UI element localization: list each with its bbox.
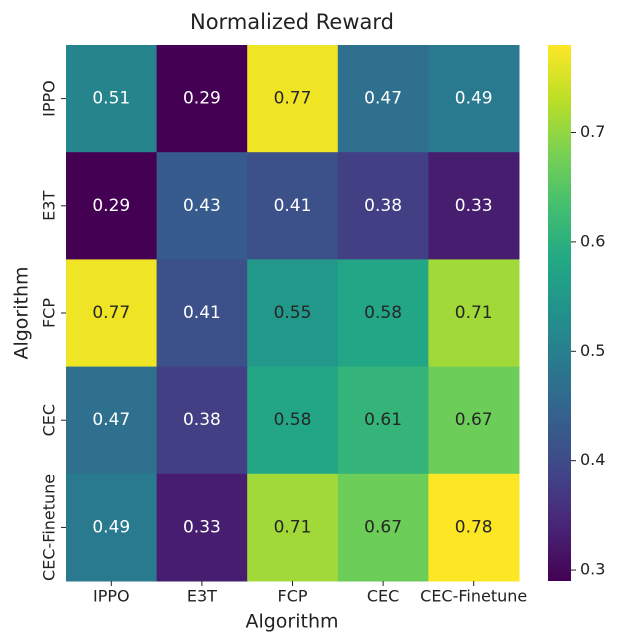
colorbar-tick-label: 0.3 <box>580 560 605 579</box>
chart-title: Normalized Reward <box>190 10 394 34</box>
heatmap-cell <box>337 259 429 368</box>
colorbar-tick-label: 0.5 <box>580 341 605 360</box>
colorbar <box>548 45 571 581</box>
x-tick-label: CEC <box>367 587 399 606</box>
y-tick-label: CEC-Finetune <box>40 474 59 581</box>
cell-value-label: 0.71 <box>455 303 493 323</box>
y-axis-label: Algorithm <box>11 266 33 359</box>
x-tick-label: E3T <box>187 587 217 606</box>
cell-value-label: 0.77 <box>274 89 312 109</box>
heatmap-cell <box>66 366 158 475</box>
heatmap-cell <box>428 366 520 475</box>
y-tick-label: E3T <box>40 191 59 221</box>
cell-value-label: 0.41 <box>183 303 221 323</box>
cell-value-label: 0.61 <box>364 410 402 430</box>
colorbar-tick-label: 0.7 <box>580 122 605 141</box>
heatmap-cell <box>428 473 520 582</box>
x-axis-label: Algorithm <box>245 611 338 633</box>
heatmap-cell <box>337 366 429 475</box>
cell-value-label: 0.58 <box>274 410 312 430</box>
cell-value-label: 0.55 <box>274 303 312 323</box>
cell-value-label: 0.47 <box>92 410 130 430</box>
heatmap-cell <box>156 366 248 475</box>
heatmap-cell <box>337 473 429 582</box>
cell-value-label: 0.49 <box>455 89 493 109</box>
heatmap-cell <box>66 45 158 153</box>
cell-value-label: 0.67 <box>364 517 402 537</box>
heatmap-cell <box>428 152 520 260</box>
cell-value-label: 0.49 <box>92 517 130 537</box>
cell-value-label: 0.29 <box>183 89 221 109</box>
heatmap-cell <box>428 45 520 153</box>
cell-value-label: 0.33 <box>455 196 493 216</box>
heatmap-cell <box>66 152 158 260</box>
heatmap-cell <box>156 473 248 582</box>
x-tick-label: CEC-Finetune <box>420 587 527 606</box>
cell-value-label: 0.38 <box>183 410 221 430</box>
heatmap-cell <box>247 45 339 153</box>
heatmap-cell <box>247 473 339 582</box>
cell-value-label: 0.41 <box>274 196 312 216</box>
cell-value-label: 0.77 <box>92 303 130 323</box>
heatmap-cell <box>337 45 429 153</box>
heatmap-cell <box>156 259 248 368</box>
y-tick-label: IPPO <box>40 80 59 117</box>
heatmap-cell <box>428 259 520 368</box>
cell-value-label: 0.67 <box>455 410 493 430</box>
cell-value-label: 0.43 <box>183 196 221 216</box>
x-tick-label: FCP <box>277 587 307 606</box>
heatmap-cell <box>156 152 248 260</box>
cell-value-label: 0.71 <box>274 517 312 537</box>
cell-value-label: 0.47 <box>364 89 402 109</box>
heatmap-cell <box>247 152 339 260</box>
heatmap-cell <box>156 45 248 153</box>
heatmap-cell <box>247 366 339 475</box>
x-tick-label: IPPO <box>93 587 130 606</box>
y-tick-label: CEC <box>40 404 59 436</box>
cell-value-label: 0.38 <box>364 196 402 216</box>
cell-value-label: 0.58 <box>364 303 402 323</box>
heatmap-cell <box>66 259 158 368</box>
heatmap-cell <box>337 152 429 260</box>
cell-value-label: 0.29 <box>92 196 130 216</box>
cell-value-label: 0.78 <box>455 517 493 537</box>
y-tick-label: FCP <box>40 298 59 328</box>
cell-value-label: 0.33 <box>183 517 221 537</box>
colorbar-tick-label: 0.4 <box>580 450 605 469</box>
colorbar-tick-label: 0.6 <box>580 231 605 250</box>
heatmap-cell <box>66 473 158 582</box>
cell-value-label: 0.51 <box>92 89 130 109</box>
heatmap-cell <box>247 259 339 368</box>
